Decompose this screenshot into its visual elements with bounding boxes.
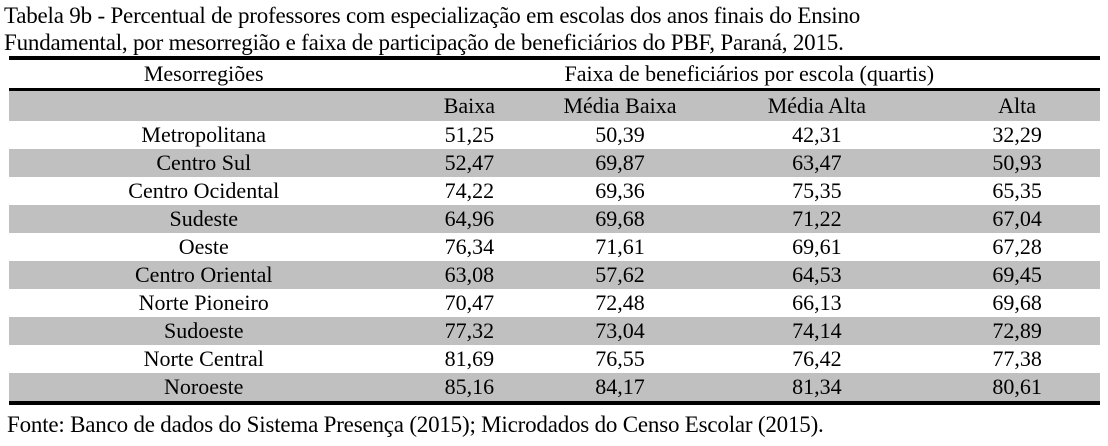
subheader-baixa: Baixa [398,89,541,121]
value-cell: 69,87 [540,149,700,177]
table-row: Sudeste 64,96 69,68 71,22 67,04 [9,205,1100,233]
header-row: Mesorregiões Faixa de beneficiários por … [9,58,1100,90]
table-row: Metropolitana 51,25 50,39 42,31 32,29 [9,121,1100,149]
table-row: Norte Central 81,69 76,55 76,42 77,38 [9,345,1100,373]
table-title-line-1: Tabela 9b - Percentual de professores co… [4,3,861,28]
table-row: Oeste 76,34 71,61 69,61 67,28 [9,233,1100,261]
value-cell: 72,89 [934,317,1100,345]
region-cell: Metropolitana [141,122,267,147]
value-cell: 76,42 [792,346,842,371]
table-title: Tabela 9b - Percentual de professores co… [0,0,1108,56]
value-cell: 50,39 [595,122,645,147]
value-cell: 74,22 [444,178,495,203]
value-cell: 71,61 [595,234,645,259]
value-cell: 85,16 [398,373,541,403]
value-cell: 77,38 [992,346,1042,371]
value-cell: 71,22 [699,205,935,233]
value-cell: 81,69 [444,346,495,371]
table-row: Norte Pioneiro 70,47 72,48 66,13 69,68 [9,289,1100,317]
source-note: Fonte: Banco de dados do Sistema Presenç… [7,412,824,437]
data-table: Mesorregiões Faixa de beneficiários por … [9,56,1100,405]
region-cell: Norte Pioneiro [138,290,269,315]
table-row: Noroeste 85,16 84,17 81,34 80,61 [9,373,1100,403]
table-title-line-2: Fundamental, por mesorregião e faixa de … [4,30,844,55]
value-cell: 42,31 [792,122,842,147]
value-cell: 51,25 [444,122,495,147]
value-cell: 69,68 [540,205,700,233]
subheader-media-alta: Média Alta [699,89,935,121]
region-cell: Sudeste [9,205,399,233]
value-cell: 76,55 [595,346,645,371]
subheader-alta: Alta [934,89,1100,121]
subheader-row: Baixa Média Baixa Média Alta Alta [9,89,1100,121]
region-cell: Noroeste [9,373,399,403]
table-row: Centro Ocidental 74,22 69,36 75,35 65,35 [9,177,1100,205]
subheader-media-baixa: Média Baixa [540,89,700,121]
value-cell: 67,04 [934,205,1100,233]
value-cell: 76,34 [444,234,495,259]
table-row: Centro Oriental 63,08 57,62 64,53 69,45 [9,261,1100,289]
value-cell: 69,36 [595,178,645,203]
table-row: Centro Sul 52,47 69,87 63,47 50,93 [9,149,1100,177]
value-cell: 63,47 [699,149,935,177]
value-cell: 69,68 [992,290,1042,315]
value-cell: 72,48 [595,290,645,315]
value-cell: 81,34 [699,373,935,403]
value-cell: 74,14 [699,317,935,345]
value-cell: 77,32 [398,317,541,345]
value-cell: 63,08 [398,261,541,289]
header-mesorregioes: Mesorregiões [143,61,264,86]
value-cell: 75,35 [792,178,842,203]
region-cell: Norte Central [143,346,264,371]
value-cell: 84,17 [540,373,700,403]
value-cell: 64,53 [699,261,935,289]
value-cell: 64,96 [398,205,541,233]
region-cell: Centro Oriental [9,261,399,289]
value-cell: 50,93 [934,149,1100,177]
value-cell: 66,13 [792,290,842,315]
region-cell: Oeste [178,234,229,259]
header-faixa-group: Faixa de beneficiários por escola (quart… [564,61,935,86]
value-cell: 52,47 [398,149,541,177]
value-cell: 67,28 [992,234,1042,259]
value-cell: 70,47 [444,290,495,315]
region-cell: Sudoeste [9,317,399,345]
value-cell: 69,45 [934,261,1100,289]
subheader-empty [9,89,399,121]
table-row: Sudoeste 77,32 73,04 74,14 72,89 [9,317,1100,345]
region-cell: Centro Sul [9,149,399,177]
value-cell: 65,35 [992,178,1042,203]
value-cell: 73,04 [540,317,700,345]
region-cell: Centro Ocidental [128,178,280,203]
value-cell: 80,61 [934,373,1100,403]
value-cell: 69,61 [792,234,842,259]
value-cell: 57,62 [540,261,700,289]
value-cell: 32,29 [992,122,1042,147]
